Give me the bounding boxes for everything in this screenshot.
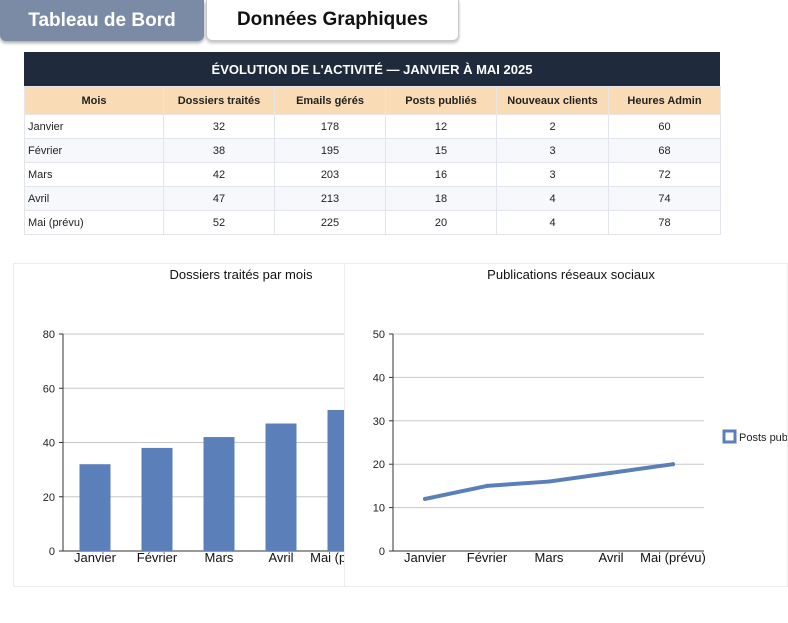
x-tick-label: Avril [598,550,623,565]
legend-swatch [722,429,737,444]
data-point [609,470,613,475]
col-header-heures: Heures Admin [608,86,721,115]
y-tick-label: 50 [373,329,385,341]
table-cell: 52 [163,210,275,235]
table-cell: 225 [274,210,386,235]
y-tick-label: 10 [373,503,385,515]
tab-tableau-de-bord[interactable]: Tableau de Bord [0,0,204,41]
table-cell: 12 [385,114,497,139]
x-tick-label: Janvier [404,550,447,565]
table-cell: 16 [385,162,497,187]
table-cell: Mars [24,162,164,187]
col-header-dossiers: Dossiers traités [163,86,275,115]
table-cell: 3 [496,138,609,163]
table-cell: 4 [496,186,609,211]
tab-bar: Tableau de Bord Données Graphiques [0,0,788,42]
x-tick-label: Février [467,550,508,565]
table-cell: 78 [608,210,721,235]
table-cell: 203 [274,162,386,187]
col-header-posts: Posts publiés [385,86,497,115]
table-row: Janvier 32 178 12 2 60 [24,114,721,139]
table-cell: 74 [608,186,721,211]
chart-title: Publications réseaux sociaux [487,267,655,282]
line-chart: Publications réseaux sociaux 0 10 20 30 40 50 J… [373,267,788,565]
table-cell: 213 [274,186,386,211]
y-tick-label: 30 [373,416,385,428]
table-cell: 195 [274,138,386,163]
table-cell: 60 [608,114,721,139]
y-tick-label: 20 [373,459,385,471]
y-tick-label: 60 [43,383,55,395]
table-cell: 38 [163,138,275,163]
x-tick-label: Mars [535,550,564,565]
table-cell: 3 [496,162,609,187]
table-cell: 68 [608,138,721,163]
table-cell: Avril [24,186,164,211]
data-point [547,479,551,484]
bar [79,464,111,551]
data-point [671,462,675,467]
table-row: Février 38 195 15 3 68 [24,138,721,163]
y-tick-label: 80 [43,329,55,341]
y-tick-label: 20 [43,492,55,504]
data-point [485,483,489,488]
x-tick-label: Mars [205,550,234,565]
table-row: Mars 42 203 16 3 72 [24,162,721,187]
table-cell: 178 [274,114,386,139]
table-header-row: Mois Dossiers traités Emails gérés Posts… [24,86,721,115]
col-header-mois: Mois [24,86,164,115]
y-tick-label: 0 [379,546,385,558]
line-chart-panel: Publications réseaux sociaux 0 10 20 30 40 50 J… [344,263,788,587]
table-cell: Mai (prévu) [24,210,164,235]
bar-chart: Dossiers traités par mois 0 20 40 60 80 Janvie… [43,267,345,565]
x-tick-label: Février [137,550,178,565]
table-cell: Février [24,138,164,163]
activity-table: Mois Dossiers traités Emails gérés Posts… [24,86,721,235]
chart-title: Dossiers traités par mois [169,267,313,282]
bar [141,447,173,551]
y-tick-label: 40 [373,372,385,384]
bar [203,437,235,551]
col-header-clients: Nouveaux clients [496,86,609,115]
table-cell: 15 [385,138,497,163]
table-row: Avril 47 213 18 4 74 [24,186,721,211]
x-tick-label: Janvier [74,550,117,565]
legend-label: Posts publiés [739,432,788,444]
col-header-emails: Emails gérés [274,86,386,115]
x-tick-label: Avril [268,550,293,565]
table-cell: 4 [496,210,609,235]
bar-chart-panel: Dossiers traités par mois 0 20 40 60 80 Janvie… [13,263,345,587]
y-tick-label: 40 [43,438,55,450]
table-cell: Janvier [24,114,164,139]
table-cell: 47 [163,186,275,211]
bar [265,423,297,551]
table-title: ÉVOLUTION DE L'ACTIVITÉ — JANVIER À MAI … [24,52,720,86]
activity-table-section: ÉVOLUTION DE L'ACTIVITÉ — JANVIER À MAI … [24,52,721,235]
table-cell: 32 [163,114,275,139]
table-cell: 2 [496,114,609,139]
table-cell: 42 [163,162,275,187]
tab-donnees-graphiques[interactable]: Données Graphiques [206,0,459,41]
bar [327,409,344,551]
table-cell: 20 [385,210,497,235]
table-cell: 18 [385,186,497,211]
x-tick-label: Mai (prévu) [640,550,706,565]
data-point [423,496,427,501]
table-cell: 72 [608,162,721,187]
x-tick-label: Mai (prévu) [310,550,345,565]
table-row: Mai (prévu) 52 225 20 4 78 [24,210,721,235]
y-tick-label: 0 [49,546,55,558]
